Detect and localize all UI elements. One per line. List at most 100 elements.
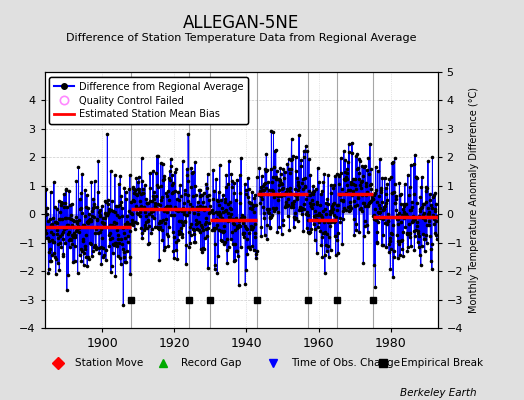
Point: [119, 248, 128, 255]
Point: [88, 253, 96, 259]
Point: [330, 182, 339, 188]
Point: [75, 225, 84, 231]
Point: [422, 199, 431, 206]
Point: [314, 211, 323, 217]
Point: [104, 201, 113, 207]
Point: [190, 239, 199, 245]
Point: [201, 204, 210, 210]
Point: [398, 228, 407, 235]
Point: [330, 219, 339, 225]
Point: [146, 209, 155, 216]
Point: [187, 221, 195, 227]
Point: [215, 208, 223, 215]
Point: [363, 167, 372, 174]
Point: [53, 227, 61, 233]
Point: [420, 210, 429, 216]
Point: [283, 213, 292, 219]
Point: [219, 192, 227, 198]
Point: [316, 228, 324, 234]
Point: [242, 190, 250, 197]
Point: [65, 188, 73, 194]
Point: [379, 216, 388, 222]
Point: [190, 226, 199, 233]
Point: [342, 207, 350, 213]
Point: [270, 192, 279, 198]
Point: [370, 262, 378, 268]
Point: [377, 185, 386, 192]
Point: [140, 227, 148, 234]
Point: [298, 180, 306, 186]
Point: [102, 257, 110, 264]
Point: [406, 234, 414, 240]
Point: [258, 196, 267, 202]
Point: [409, 218, 418, 224]
Point: [139, 190, 148, 196]
Point: [152, 170, 160, 177]
Point: [74, 222, 82, 229]
Point: [410, 160, 418, 167]
Point: [100, 222, 108, 229]
Point: [132, 202, 140, 209]
Point: [422, 240, 431, 247]
Point: [53, 260, 62, 266]
Point: [180, 211, 189, 217]
Point: [83, 219, 92, 226]
Point: [130, 190, 138, 196]
Point: [278, 186, 287, 192]
Point: [424, 209, 433, 216]
Point: [387, 229, 395, 236]
Point: [214, 198, 222, 204]
Point: [212, 209, 221, 215]
Point: [233, 176, 242, 183]
Point: [93, 189, 102, 195]
Point: [103, 210, 112, 216]
Point: [204, 191, 213, 198]
Point: [54, 235, 62, 241]
Point: [248, 243, 257, 249]
Point: [184, 198, 192, 204]
Point: [411, 233, 420, 240]
Point: [51, 271, 60, 278]
Point: [324, 242, 333, 249]
Point: [90, 200, 98, 207]
Point: [268, 187, 276, 193]
Point: [289, 201, 298, 208]
Point: [60, 226, 69, 232]
Point: [78, 171, 86, 177]
Point: [66, 202, 74, 208]
Point: [313, 201, 322, 208]
Point: [63, 231, 72, 238]
Point: [118, 205, 127, 212]
Point: [374, 209, 383, 215]
Point: [135, 205, 144, 211]
Point: [221, 196, 230, 202]
Point: [165, 197, 173, 204]
Point: [345, 186, 354, 193]
Point: [266, 224, 275, 230]
Point: [91, 230, 99, 236]
Point: [168, 229, 177, 235]
Point: [44, 270, 52, 276]
Point: [127, 210, 135, 216]
Point: [197, 192, 205, 198]
Point: [171, 169, 179, 176]
Point: [363, 189, 371, 196]
Point: [184, 131, 192, 137]
Point: [252, 251, 260, 257]
Point: [391, 200, 400, 206]
Point: [101, 215, 109, 222]
Point: [376, 215, 384, 222]
Point: [407, 162, 415, 168]
Point: [406, 207, 414, 214]
Point: [71, 234, 79, 240]
Point: [114, 235, 123, 242]
Point: [64, 272, 72, 278]
Point: [282, 202, 290, 208]
Point: [43, 235, 52, 242]
Point: [299, 154, 308, 160]
Point: [274, 197, 282, 204]
Point: [306, 200, 314, 207]
Point: [277, 193, 286, 199]
Point: [430, 208, 439, 214]
Point: [292, 196, 301, 203]
